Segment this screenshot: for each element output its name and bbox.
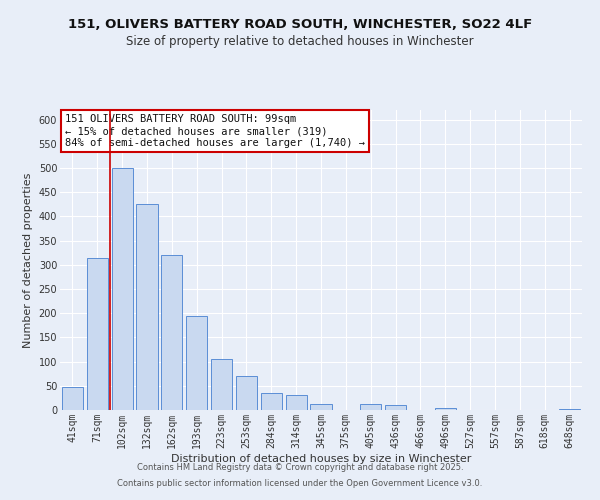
Text: 151, OLIVERS BATTERY ROAD SOUTH, WINCHESTER, SO22 4LF: 151, OLIVERS BATTERY ROAD SOUTH, WINCHES… [68,18,532,30]
Bar [310,404,332,410]
Bar [112,168,133,410]
Bar [236,376,257,410]
Text: Contains public sector information licensed under the Open Government Licence v3: Contains public sector information licen… [118,478,482,488]
Text: 151 OLIVERS BATTERY ROAD SOUTH: 99sqm
← 15% of detached houses are smaller (319): 151 OLIVERS BATTERY ROAD SOUTH: 99sqm ← … [65,114,365,148]
Bar [385,405,406,410]
Bar [87,258,108,410]
Bar [261,393,282,410]
Text: Size of property relative to detached houses in Winchester: Size of property relative to detached ho… [126,35,474,48]
Bar [62,388,83,410]
Bar [211,359,232,410]
Bar [161,255,182,410]
Bar [435,408,456,410]
Text: Contains HM Land Registry data © Crown copyright and database right 2025.: Contains HM Land Registry data © Crown c… [137,464,463,472]
Bar [559,409,580,410]
Y-axis label: Number of detached properties: Number of detached properties [23,172,33,348]
Bar [286,394,307,410]
Bar [360,404,381,410]
X-axis label: Distribution of detached houses by size in Winchester: Distribution of detached houses by size … [171,454,471,464]
Bar [136,204,158,410]
Bar [186,316,207,410]
